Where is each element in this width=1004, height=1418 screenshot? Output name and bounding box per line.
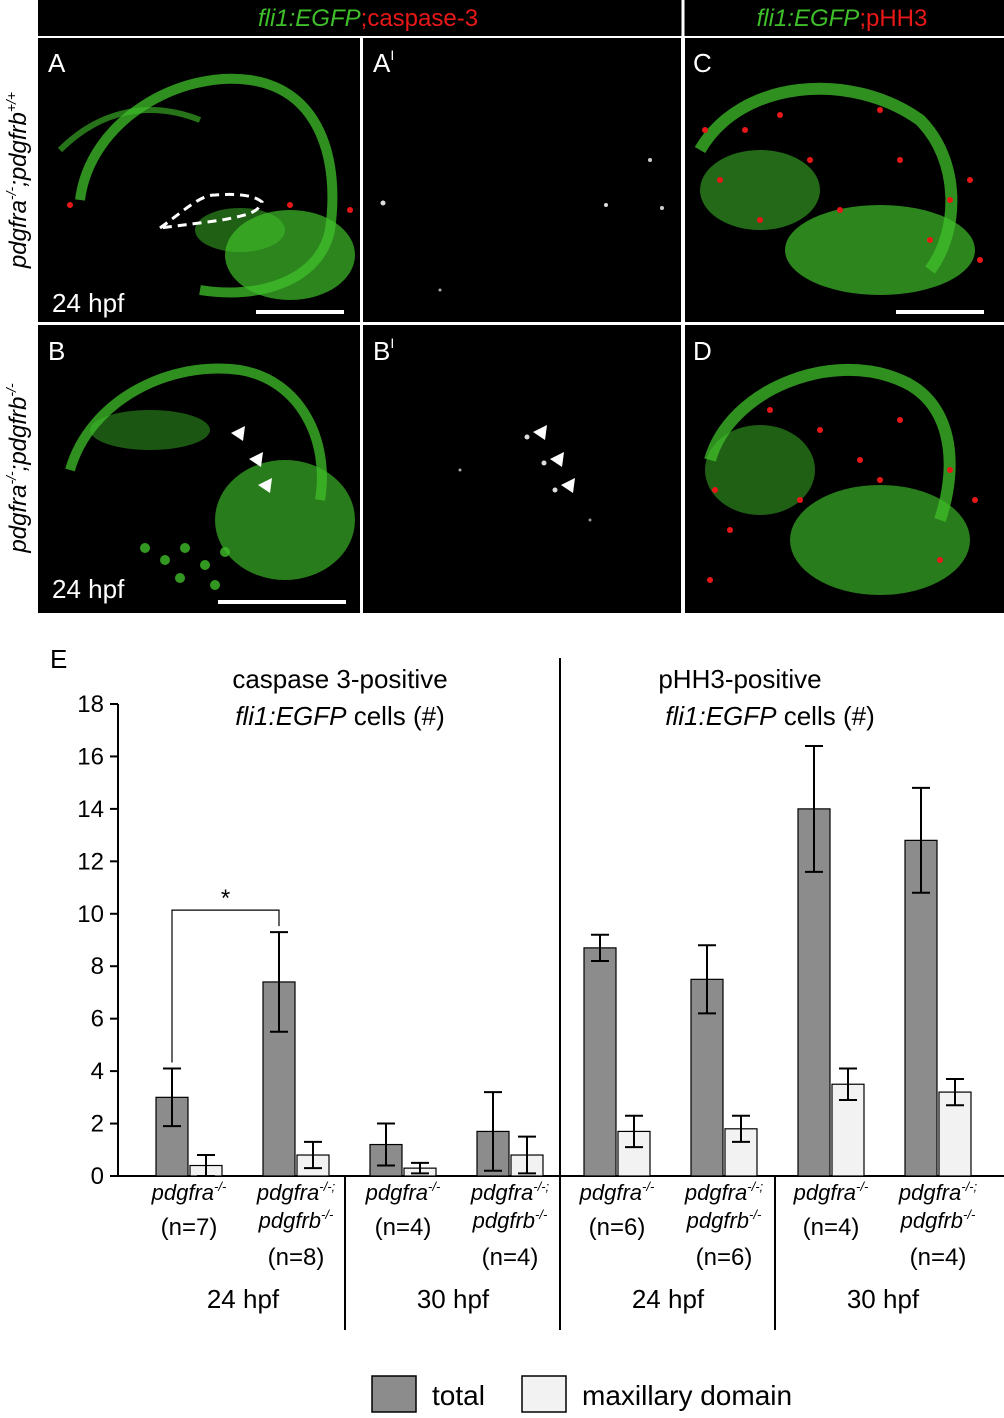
y-tick-label: 12	[77, 848, 104, 875]
panel-a	[38, 38, 360, 322]
group-genotype-label: pdgfra-/-;	[684, 1179, 764, 1205]
panel-letter-d: D	[693, 336, 712, 366]
panel-c	[685, 38, 1004, 322]
section-title-right-line2: fli1:EGFP cells (#)	[665, 701, 875, 731]
panel-letter-b: B	[48, 336, 65, 366]
group-genotype-label-line2: pdgfrb-/-	[472, 1207, 548, 1233]
group-genotype-label: pdgfra-/-	[365, 1179, 441, 1205]
arrowheads	[231, 426, 272, 493]
group-genotype-label-line2: pdgfrb-/-	[258, 1207, 334, 1233]
panel-letter-b-prime: BI	[373, 335, 394, 366]
stage-label-b: 24 hpf	[52, 574, 125, 604]
legend: total maxillary domain	[371, 1375, 792, 1413]
legend-swatch-total	[371, 1375, 417, 1413]
panel-b	[38, 325, 360, 613]
section-title-left-line1: caspase 3-positive	[232, 664, 447, 694]
panel-a-prime	[363, 38, 681, 322]
panel-d	[685, 325, 1004, 613]
stage-label: 24 hpf	[207, 1284, 280, 1314]
group-genotype-label-line2: pdgfrb-/-	[686, 1207, 762, 1233]
row-label-1: pdgfra-/-;pdgfrb+/+	[3, 92, 32, 269]
legend-swatch-maxillary	[521, 1375, 567, 1413]
group-genotype-label: pdgfra-/-;	[256, 1179, 336, 1205]
group-n-label: (n=8)	[268, 1244, 325, 1271]
header-right-label: fli1:EGFP;pHH3	[757, 5, 928, 32]
group-n-label: (n=6)	[589, 1214, 646, 1241]
y-tick-label: 8	[91, 953, 104, 980]
panel-letter-c: C	[693, 48, 712, 78]
panel-letter-a: A	[48, 48, 66, 78]
stage-label: 30 hpf	[847, 1284, 920, 1314]
y-tick-label: 18	[77, 691, 104, 718]
y-tick-label: 2	[91, 1111, 104, 1138]
group-genotype-label: pdgfra-/-	[793, 1179, 869, 1205]
bar-total	[904, 839, 938, 1177]
header-left-label: fli1:EGFP;caspase-3	[258, 5, 478, 32]
stage-label: 24 hpf	[632, 1284, 705, 1314]
bar-chart: E caspase 3-positive fli1:EGFP cells (#)…	[50, 644, 1004, 1413]
stage-label: 30 hpf	[417, 1284, 490, 1314]
group-genotype-label: pdgfra-/-;	[470, 1179, 550, 1205]
bar-total	[583, 947, 617, 1177]
y-tick-label: 0	[91, 1163, 104, 1190]
group-n-label: (n=4)	[803, 1214, 860, 1241]
panel-header-band	[38, 0, 1004, 36]
group-genotype-label: pdgfra-/-;	[898, 1179, 978, 1205]
section-title-left-line2: fli1:EGFP cells (#)	[235, 701, 445, 731]
y-tick-label: 10	[77, 901, 104, 928]
group-genotype-label: pdgfra-/-	[579, 1179, 655, 1205]
y-tick-label: 16	[77, 743, 104, 770]
y-tick-label: 6	[91, 1006, 104, 1033]
group-n-label: (n=6)	[696, 1244, 753, 1271]
panel-b-prime	[363, 325, 681, 613]
group-n-label: (n=7)	[161, 1214, 218, 1241]
bars: *	[155, 744, 972, 1177]
group-n-label: (n=4)	[910, 1244, 967, 1271]
y-tick-label: 14	[77, 796, 104, 823]
legend-label-total: total	[432, 1380, 485, 1411]
group-n-label: (n=4)	[482, 1244, 539, 1271]
panel-letter-a-prime: AI	[373, 47, 394, 78]
significance-star: *	[221, 885, 230, 912]
section-title-right-line1: pHH3-positive	[658, 664, 821, 694]
row-label-2: pdgfra-/-;pdgfrb-/-	[3, 383, 32, 554]
group-genotype-label: pdgfra-/-	[151, 1179, 227, 1205]
group-genotype-label-line2: pdgfrb-/-	[900, 1207, 976, 1233]
stage-label-a: 24 hpf	[52, 288, 125, 318]
group-n-label: (n=4)	[375, 1214, 432, 1241]
x-labels: pdgfra-/-(n=7)pdgfra-/-;pdgfrb-/-(n=8)pd…	[151, 1176, 978, 1330]
significance-bracket	[171, 909, 280, 1063]
microscopy-panels: fli1:EGFP;caspase-3 fli1:EGFP;pHH3 A 24 …	[3, 0, 1004, 613]
maxillary-outline	[159, 192, 264, 230]
panel-letter-e: E	[50, 644, 67, 674]
legend-label-maxillary: maxillary domain	[582, 1380, 792, 1411]
y-tick-label: 4	[91, 1058, 104, 1085]
